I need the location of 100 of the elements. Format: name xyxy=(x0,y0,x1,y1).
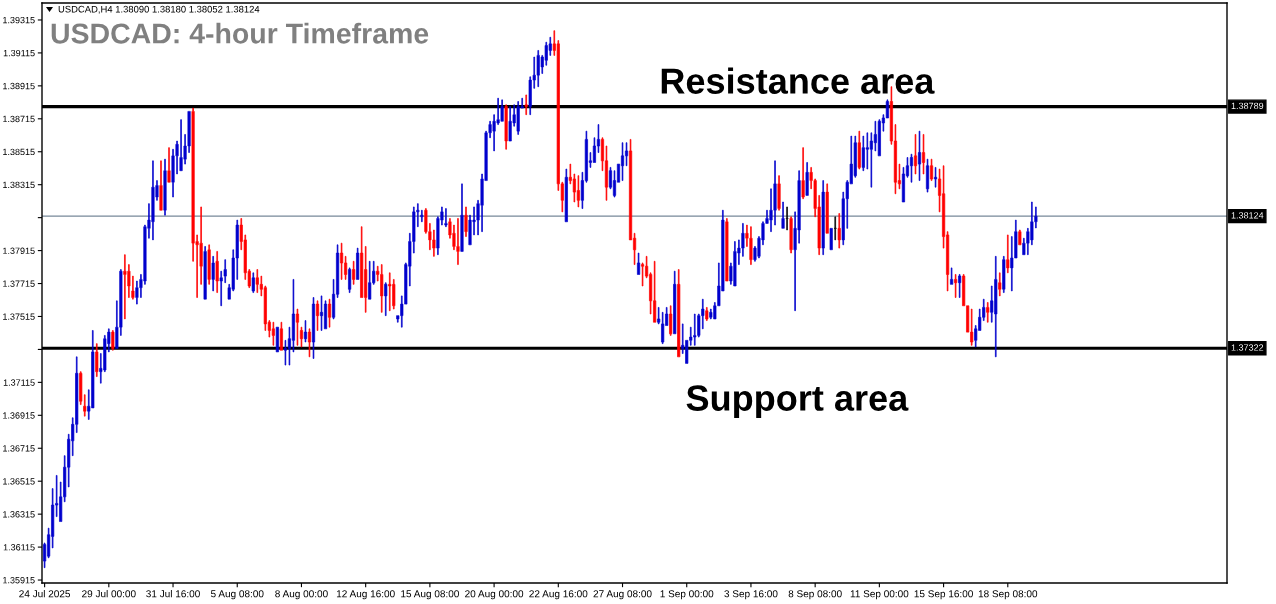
y-tick-label: 1.37115 xyxy=(3,379,35,386)
candlestick xyxy=(319,295,324,331)
x-tick-label: 5 Aug 08:00 xyxy=(210,590,264,600)
x-tick-label: 8 Aug 00:00 xyxy=(275,590,328,600)
candlestick xyxy=(504,104,508,150)
candlestick xyxy=(821,180,825,256)
candlestick xyxy=(508,106,512,142)
candlestick xyxy=(111,330,115,351)
candlestick xyxy=(352,260,356,285)
candlestick xyxy=(159,160,163,211)
candlestick xyxy=(970,308,974,346)
candlestick xyxy=(95,343,99,377)
candlestick xyxy=(653,260,657,323)
y-tick-label: 1.36115 xyxy=(3,544,35,551)
candlestick xyxy=(801,147,805,200)
annotation: Support area xyxy=(686,385,909,419)
candlestick xyxy=(279,321,283,351)
x-tick-label: 11 Sep 00:00 xyxy=(850,590,909,600)
candlestick xyxy=(998,272,1002,297)
y-tick-label: 1.39115 xyxy=(3,49,35,57)
candlestick xyxy=(295,308,299,346)
candlestick xyxy=(207,244,211,285)
x-tick-label: 15 Aug 08:00 xyxy=(401,590,459,600)
y-tick-label: 1.37915 xyxy=(3,247,35,254)
candlestick xyxy=(167,147,171,183)
candlestick xyxy=(777,175,781,211)
candlestick xyxy=(925,158,930,193)
candlestick xyxy=(950,267,954,285)
y-tick-label: 1.38515 xyxy=(3,148,35,156)
candlestick xyxy=(380,264,384,313)
candlestick xyxy=(789,216,793,254)
y-tick-label: 1.38315 xyxy=(3,181,35,189)
candlestick xyxy=(215,251,219,293)
x-tick-label: 31 Jul 16:00 xyxy=(146,589,200,598)
candlestick xyxy=(833,216,837,241)
candlestick xyxy=(637,252,641,275)
candlestick xyxy=(303,320,308,343)
candlestick xyxy=(954,274,958,298)
candlestick xyxy=(829,228,833,251)
candlestick xyxy=(929,158,934,181)
candlestick xyxy=(444,208,448,228)
candlestick xyxy=(464,206,468,237)
candlestick xyxy=(857,130,861,170)
candlestick xyxy=(1018,229,1022,246)
candlestick xyxy=(825,183,829,234)
x-tick-label: 18 Sep 08:00 xyxy=(978,590,1038,600)
y-tick-label: 1.37515 xyxy=(3,313,35,320)
candlestick xyxy=(733,241,737,287)
candlestick xyxy=(934,167,938,188)
candlestick xyxy=(460,183,464,252)
annotation: Resistance area xyxy=(661,67,935,94)
candlestick xyxy=(837,213,841,249)
candlestick xyxy=(805,162,809,196)
x-tick-label: 3 Sep 16:00 xyxy=(724,590,778,600)
candlestick xyxy=(299,326,304,348)
candlestick xyxy=(749,226,753,265)
candlestick xyxy=(315,300,320,331)
chart-subtitle: USDCAD,H4 1.38090 1.38180 1.38052 1.38124 xyxy=(58,5,260,14)
x-tick-label: 27 Aug 08:00 xyxy=(593,590,652,600)
candlestick xyxy=(677,269,681,358)
candlestick xyxy=(693,313,697,346)
candlestick xyxy=(151,160,155,241)
candlestick xyxy=(255,269,259,293)
candlestick xyxy=(958,274,962,298)
candlestick xyxy=(564,168,568,223)
y-tick-label: 1.38915 xyxy=(3,82,35,90)
candlestick xyxy=(620,142,625,181)
candlestick xyxy=(861,135,865,172)
candlestick xyxy=(163,158,167,216)
x-tick-label: 1 Sep 00:00 xyxy=(660,590,714,600)
ref-line-label: 1.38789 xyxy=(1231,102,1264,110)
x-tick-label: 24 Jul 2025 xyxy=(19,589,71,598)
x-tick-label: 15 Sep 16:00 xyxy=(914,590,973,600)
candlestick xyxy=(785,206,789,231)
candlestick xyxy=(368,260,372,300)
candlestick xyxy=(456,218,460,265)
x-tick-label: 29 Jul 00:00 xyxy=(82,589,136,598)
candlestick xyxy=(994,256,998,358)
candlestick xyxy=(909,153,914,183)
candlestick xyxy=(211,256,215,292)
text: USDCAD: 4-hour Timeframe xyxy=(51,22,429,44)
candlestick xyxy=(781,201,785,229)
candlestick xyxy=(1002,256,1006,293)
candlestick xyxy=(307,328,312,358)
y-tick-label: 1.35915 xyxy=(3,577,35,584)
candlestick xyxy=(576,175,580,208)
y-tick-label: 1.36515 xyxy=(3,478,35,485)
candlestick xyxy=(384,282,388,316)
candlestick xyxy=(921,134,926,175)
y-tick-label: 1.36715 xyxy=(3,445,35,452)
candlestick xyxy=(388,272,392,312)
candlestick xyxy=(251,272,255,293)
candlestick xyxy=(348,267,352,293)
candlestick xyxy=(340,242,344,280)
x-tick-label: 20 Aug 00:00 xyxy=(465,590,524,600)
candlestick xyxy=(271,321,275,346)
candlestick xyxy=(524,94,528,116)
candlestick xyxy=(500,99,504,122)
candlestick xyxy=(311,297,316,359)
ref-line-label: 1.38124 xyxy=(1231,212,1264,219)
